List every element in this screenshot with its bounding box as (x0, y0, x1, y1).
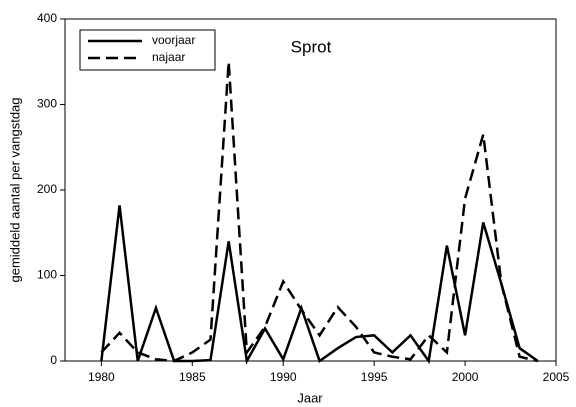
legend-label: najaar (152, 50, 185, 64)
x-tick-label: 1995 (361, 370, 388, 384)
chart-title: Sprot (291, 37, 332, 56)
legend-box (79, 29, 216, 71)
data-line (100, 61, 539, 363)
x-tick-label: 1985 (179, 370, 206, 384)
x-tick-label: 1980 (88, 370, 115, 384)
x-tick-label: 2000 (452, 370, 479, 384)
y-tick-label: 400 (37, 11, 57, 25)
x-axis-label: Jaar (297, 390, 323, 405)
y-tick-label: 100 (37, 268, 57, 282)
data-line (100, 205, 539, 365)
legend-label: voorjaar (152, 33, 195, 47)
x-tick-label: 1990 (270, 370, 297, 384)
y-tick-label: 0 (50, 353, 57, 367)
y-tick-label: 200 (37, 182, 57, 196)
x-tick-label: 2005 (543, 370, 570, 384)
y-axis-label: gemiddeld aantal per vangstdag (7, 97, 22, 282)
y-tick-label: 300 (37, 97, 57, 111)
